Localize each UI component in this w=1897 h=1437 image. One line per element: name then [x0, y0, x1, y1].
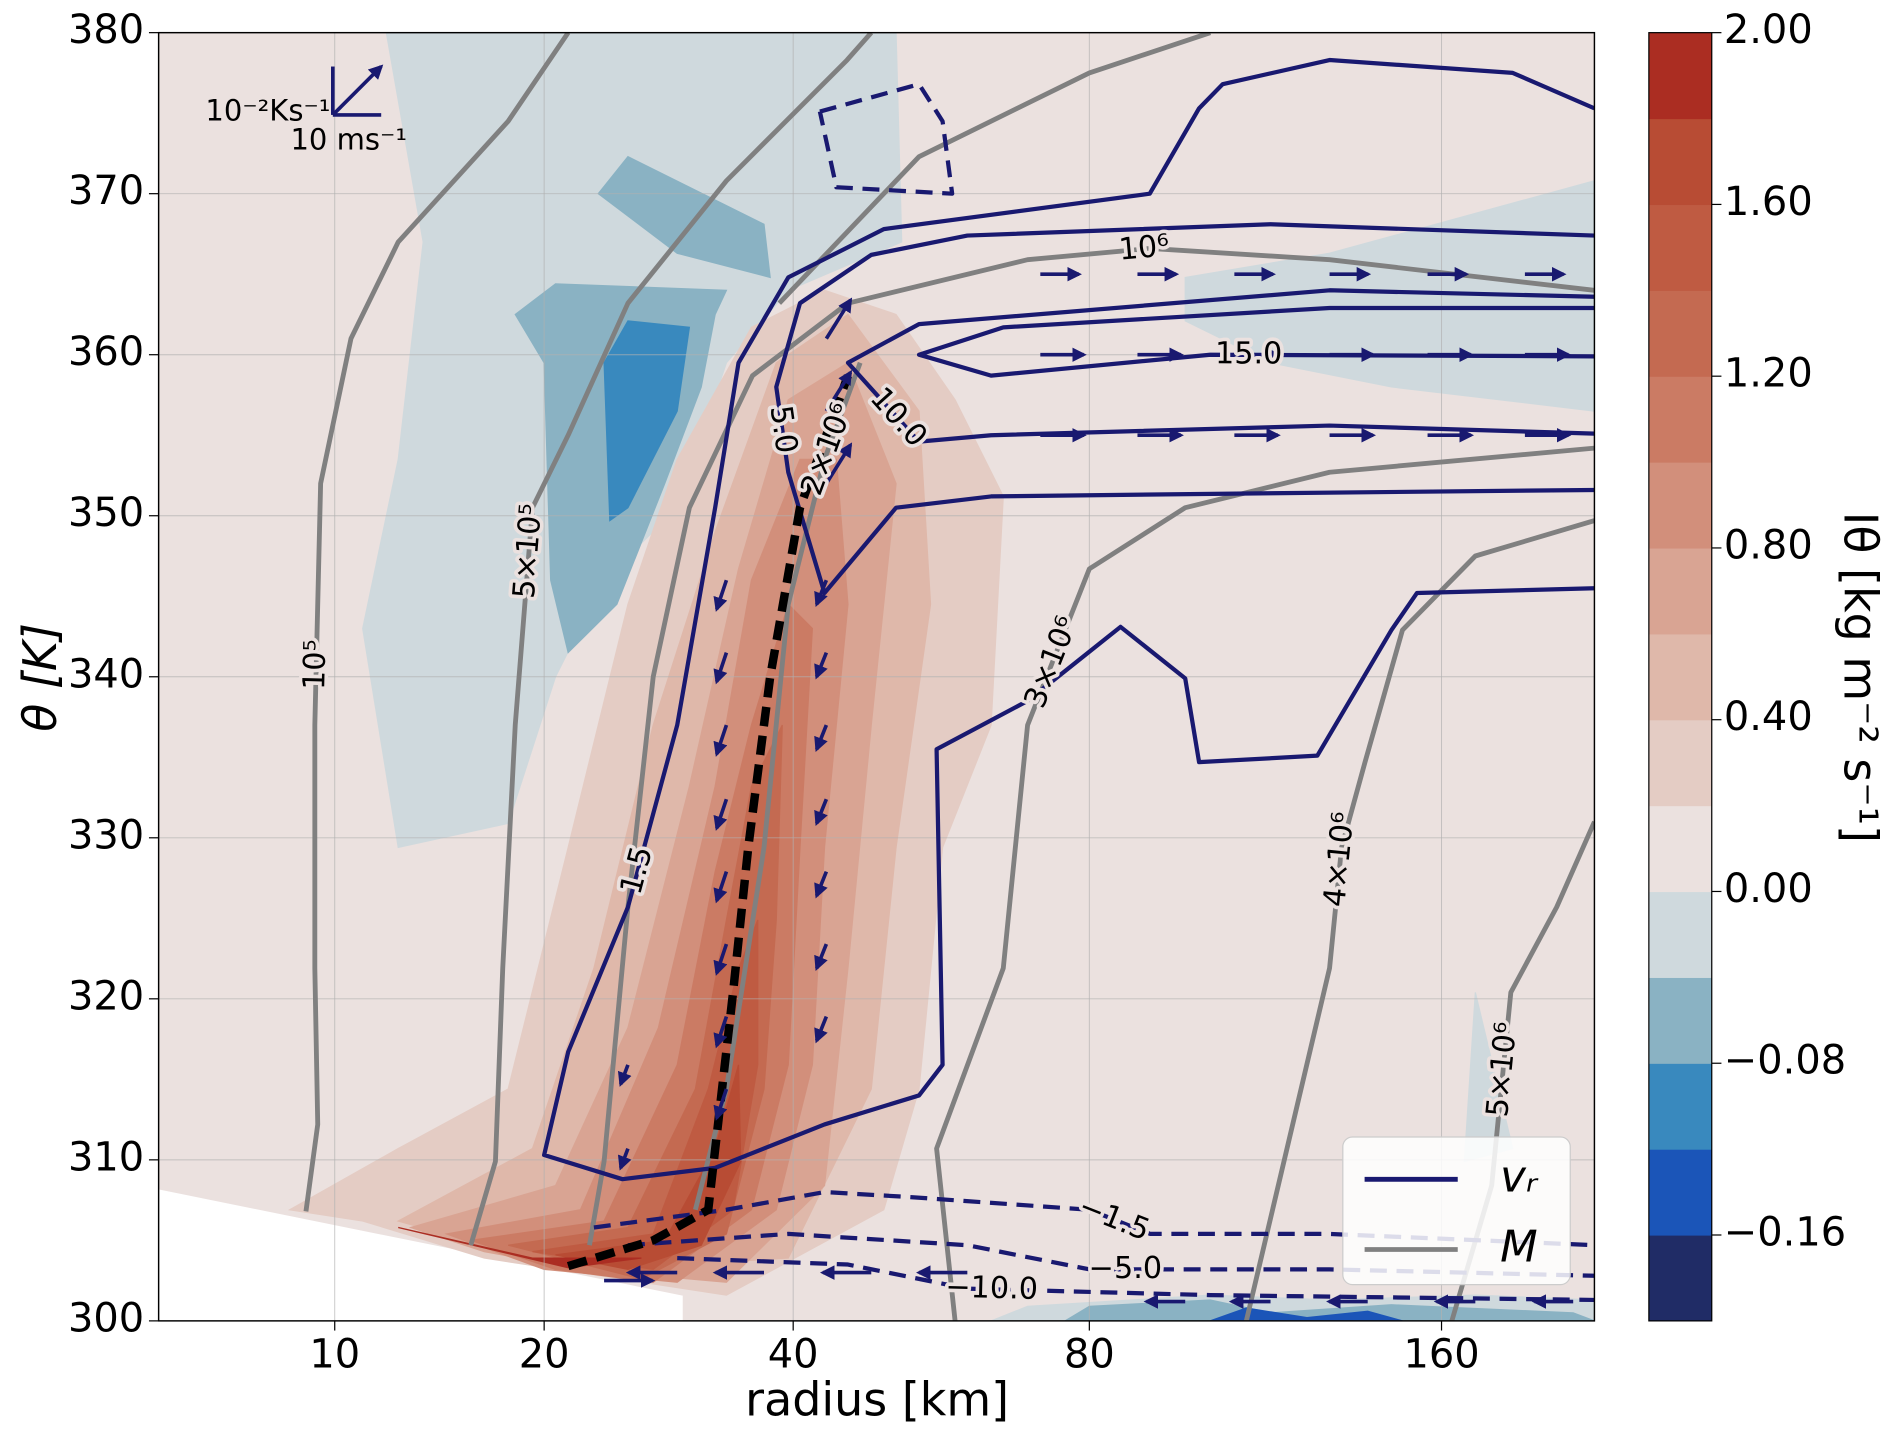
legend-label: vᵣ — [1500, 1152, 1539, 1202]
x-tick-label: 80 — [1064, 1332, 1115, 1378]
reference-w-label: 10⁻²Ks⁻¹ — [205, 93, 330, 127]
colorbar-band — [1648, 118, 1712, 206]
colorbar-band — [1648, 1063, 1712, 1150]
contour-label: −10.0 — [945, 1270, 1039, 1307]
colorbar-band — [1648, 891, 1712, 978]
legend: vᵣ M — [1342, 1136, 1571, 1286]
quiver-arrow — [713, 943, 729, 976]
colorbar-frame — [1648, 32, 1713, 1322]
contour-line — [1243, 518, 1595, 1321]
colorbar-band — [1648, 633, 1712, 721]
colorbar-tick-label: 1.20 — [1724, 351, 1813, 397]
legend-label: M — [1500, 1223, 1538, 1273]
y-axis-label: θ [K] — [13, 623, 67, 732]
colorbar-band — [1648, 376, 1712, 463]
x-tick-label: 40 — [768, 1332, 819, 1378]
quiver-arrow — [824, 369, 853, 413]
contour-line — [845, 288, 1595, 444]
quiver-arrow — [814, 1015, 829, 1044]
quiver-arrow — [814, 798, 829, 827]
x-tick-label: 10 — [309, 1332, 360, 1378]
quiver-arrow — [814, 870, 829, 899]
contour-label: 10⁵ — [297, 639, 333, 690]
y-tick-label: 300 — [68, 1295, 144, 1341]
filled-contour — [597, 155, 771, 279]
y-tick-label: 360 — [68, 329, 144, 375]
colorbar-tick-label: 0.00 — [1724, 866, 1813, 912]
contour-line — [777, 32, 1212, 305]
quiver-arrow — [713, 652, 729, 685]
quiver-arrow — [617, 1064, 632, 1087]
colorbar-tick-label: 1.60 — [1724, 179, 1813, 225]
quiver-arrow — [824, 442, 853, 485]
quiver-arrow — [713, 724, 729, 757]
contour-line — [916, 305, 1595, 378]
colorbar-tick-label: −0.08 — [1724, 1038, 1846, 1084]
y-tick-label: 370 — [68, 168, 144, 214]
colorbar-band — [1648, 290, 1712, 377]
colorbar-tick-label: −0.16 — [1724, 1209, 1846, 1255]
trajectory-line — [566, 374, 852, 1271]
contour-line — [468, 32, 874, 1246]
quiver-arrow — [814, 724, 829, 752]
contour-label: 10⁶ — [1117, 228, 1171, 267]
quiver-arrow — [713, 798, 729, 831]
contour-line — [587, 246, 1595, 1246]
x-axis-label: radius [km] — [745, 1373, 1009, 1427]
contour-line — [542, 57, 1595, 1182]
quiver-arrow — [713, 871, 729, 904]
contour-label: 5×10⁵ — [507, 502, 549, 600]
contour-label: 5.0 — [763, 403, 804, 455]
quiver-arrow — [814, 579, 829, 608]
colorbar-tick-label: 2.00 — [1724, 7, 1813, 53]
y-tick-label: 320 — [68, 973, 144, 1019]
colorbar-band — [1648, 805, 1712, 893]
filled-contour — [1210, 1307, 1403, 1321]
quiver-arrow — [713, 1088, 729, 1121]
quiver-arrow — [713, 1015, 729, 1049]
contour-line — [774, 222, 1595, 596]
colorbar-band — [1648, 977, 1712, 1064]
quiver-arrow — [617, 1147, 632, 1171]
colorbar-label: Iθ [kg m⁻² s⁻¹] — [1833, 512, 1887, 843]
reference-arrow — [331, 64, 384, 117]
contour-line — [934, 445, 1595, 1321]
plot-area — [158, 32, 1595, 1321]
colorbar-tick-label: 0.80 — [1724, 522, 1813, 568]
y-tick-label: 380 — [68, 7, 144, 53]
contour-line — [677, 1255, 1595, 1303]
filled-contour — [398, 1226, 642, 1269]
filled-contour — [603, 320, 691, 522]
colorbar-tick-label: 0.40 — [1724, 694, 1813, 740]
contour-line — [303, 32, 571, 1212]
y-tick-label: 310 — [68, 1134, 144, 1180]
colorbar-band — [1648, 547, 1712, 635]
contour-label: 15.0 — [1215, 336, 1282, 371]
contour-line — [593, 1189, 1595, 1248]
colorbar-band — [1648, 204, 1712, 291]
colorbar-band — [1648, 32, 1712, 120]
quiver-arrow — [814, 943, 829, 971]
colorbar-band — [1648, 719, 1712, 807]
quiver-arrow — [814, 651, 829, 680]
colorbar-band — [1648, 1149, 1712, 1236]
reference-u-label: 10 ms⁻¹ — [290, 123, 406, 157]
contour-label: −5.0 — [1089, 1251, 1162, 1286]
contour-line — [817, 82, 955, 196]
colorbar-band — [1648, 1234, 1712, 1322]
quiver-arrow — [824, 297, 853, 340]
y-tick-label: 340 — [68, 651, 144, 697]
y-tick-label: 350 — [68, 490, 144, 536]
x-tick-label: 20 — [519, 1332, 570, 1378]
x-tick-label: 160 — [1403, 1332, 1479, 1378]
y-tick-label: 330 — [68, 812, 144, 858]
colorbar-band — [1648, 462, 1712, 549]
quiver-arrow — [713, 579, 729, 612]
